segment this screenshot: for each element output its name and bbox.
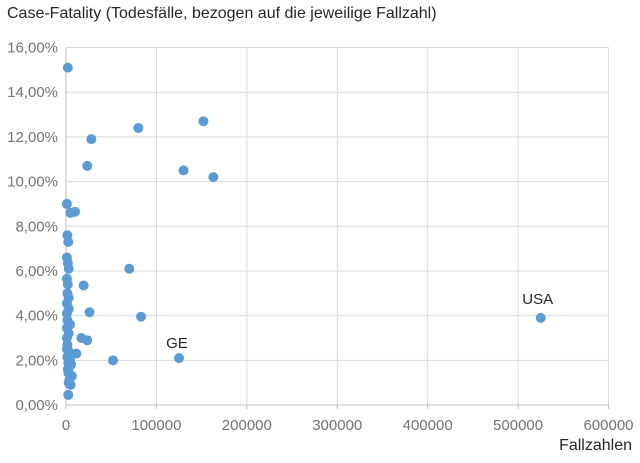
y-tick-label: 14,00% (7, 84, 58, 101)
y-tick-label: 6,00% (15, 263, 58, 280)
data-point (82, 335, 93, 346)
y-tick-label: 8,00% (15, 218, 58, 235)
x-tick-label: 300000 (312, 417, 362, 434)
data-point (178, 165, 189, 176)
data-point (70, 206, 81, 217)
data-point (63, 263, 74, 274)
y-tick-label: 0,00% (15, 397, 58, 414)
data-point (61, 198, 72, 209)
data-point (71, 348, 82, 359)
data-point (78, 280, 89, 291)
data-point (84, 307, 95, 318)
x-axis-title: Fallzahlen (559, 437, 632, 454)
data-point (136, 311, 147, 322)
data-point (65, 379, 76, 390)
data-point (62, 279, 73, 290)
data-point (124, 263, 135, 274)
x-tick-label: 0 (62, 417, 70, 434)
data-point (63, 236, 74, 247)
x-tick-label: 200000 (222, 417, 272, 434)
y-tick-label: 2,00% (15, 352, 58, 369)
x-tick-label: 400000 (403, 417, 453, 434)
chart-title: Case-Fatality (Todesfälle, bezogen auf d… (7, 5, 437, 22)
data-point (198, 116, 209, 127)
point-label-ge: GE (166, 335, 188, 352)
data-point (82, 160, 93, 171)
y-tick-label: 10,00% (7, 174, 58, 191)
data-point (133, 122, 144, 133)
data-point (108, 355, 119, 366)
y-tick-label: 16,00% (7, 40, 58, 57)
data-point (535, 312, 546, 323)
x-tick-label: 600000 (583, 417, 633, 434)
data-point (208, 172, 219, 183)
data-point (174, 353, 185, 364)
x-tick-label: 500000 (493, 417, 543, 434)
y-tick-label: 4,00% (15, 308, 58, 325)
y-tick-label: 12,00% (7, 129, 58, 146)
data-point (86, 134, 97, 145)
point-label-usa: USA (522, 291, 553, 308)
x-tick-label: 100000 (131, 417, 181, 434)
data-point (63, 389, 74, 400)
data-point (62, 62, 73, 73)
